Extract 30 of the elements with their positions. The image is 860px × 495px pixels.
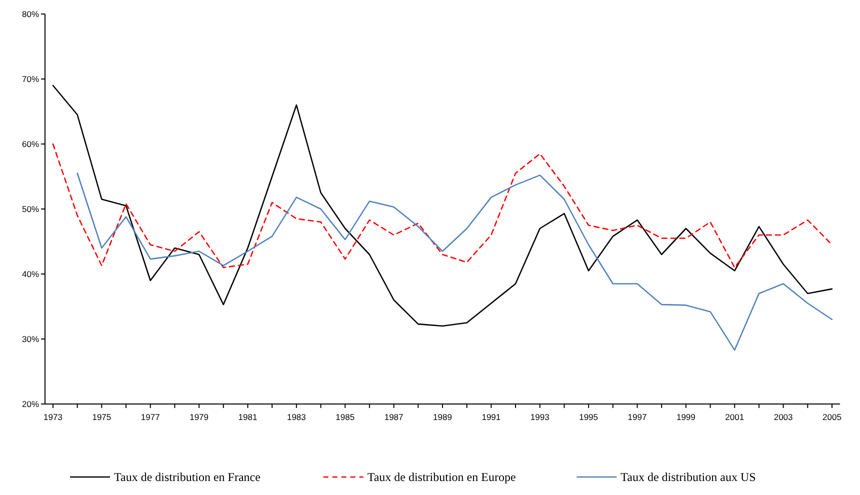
- x-tick-label: 2003: [774, 412, 794, 422]
- x-tick-label: 1989: [433, 412, 452, 422]
- y-tick-label: 70%: [22, 74, 40, 84]
- x-tick-label: 1979: [190, 412, 209, 422]
- y-tick-label: 20%: [22, 398, 40, 409]
- x-tick-label: 1991: [482, 412, 501, 422]
- y-tick-label: 80%: [22, 8, 40, 19]
- x-tick-label: 1995: [579, 412, 598, 422]
- legend-label: Taux de distribution en France: [114, 470, 260, 484]
- x-tick-label: 2005: [822, 412, 842, 422]
- x-tick-label: 1997: [628, 412, 647, 422]
- x-tick-label: 1999: [676, 412, 696, 422]
- y-tick-label: 50%: [22, 204, 40, 214]
- x-tick-label: 1973: [44, 412, 63, 422]
- y-tick-label: 40%: [22, 268, 40, 279]
- x-tick-label: 1983: [286, 412, 306, 422]
- line-series: [52, 143, 833, 268]
- legend-label: Taux de distribution aux US: [620, 470, 756, 484]
- x-tick-label: 1993: [530, 412, 550, 422]
- x-tick-label: 1987: [384, 412, 404, 422]
- line-series: [76, 172, 833, 351]
- legend-label: Taux de distribution en Europe: [367, 470, 516, 484]
- x-tick-label: 1981: [238, 412, 258, 422]
- x-tick-label: 1975: [92, 412, 112, 422]
- x-tick-label: 1977: [140, 412, 160, 422]
- y-tick-label: 30%: [22, 334, 40, 344]
- line-series: [52, 84, 833, 327]
- x-tick-label: 2001: [725, 412, 744, 422]
- y-tick-label: 60%: [22, 138, 40, 149]
- x-tick-label: 1985: [336, 412, 355, 422]
